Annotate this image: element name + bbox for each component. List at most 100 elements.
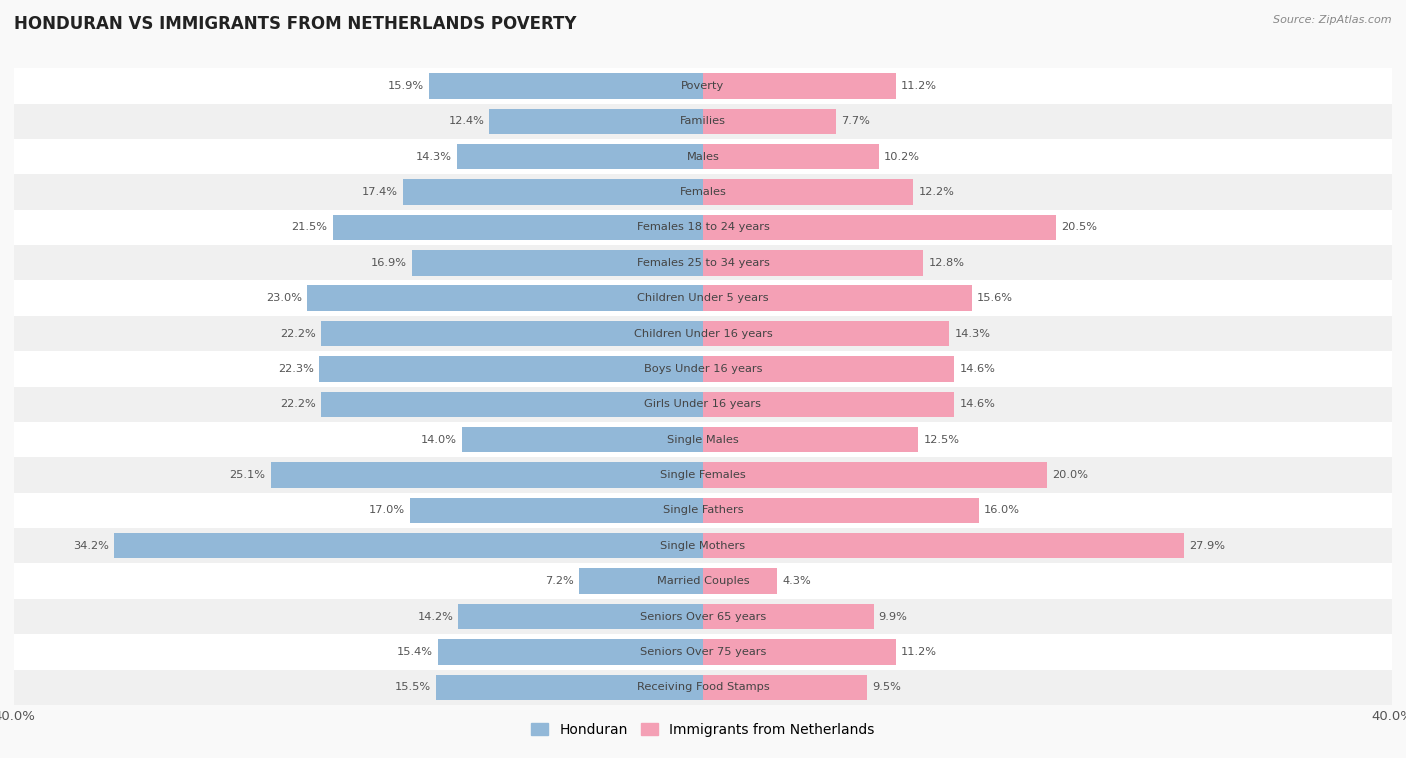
Text: 25.1%: 25.1% bbox=[229, 470, 266, 480]
Bar bbox=[14, 457, 1392, 493]
Text: Seniors Over 65 years: Seniors Over 65 years bbox=[640, 612, 766, 622]
Text: 14.6%: 14.6% bbox=[960, 399, 995, 409]
Text: 22.3%: 22.3% bbox=[278, 364, 314, 374]
Text: 27.9%: 27.9% bbox=[1188, 540, 1225, 551]
Text: 22.2%: 22.2% bbox=[280, 328, 315, 339]
Bar bbox=[703, 321, 949, 346]
Text: 12.4%: 12.4% bbox=[449, 116, 484, 127]
Bar bbox=[458, 604, 703, 629]
Bar bbox=[703, 250, 924, 275]
Bar bbox=[114, 533, 703, 559]
Bar bbox=[14, 563, 1392, 599]
Text: 15.5%: 15.5% bbox=[395, 682, 430, 692]
Bar bbox=[703, 533, 1184, 559]
Bar bbox=[461, 427, 703, 453]
Bar bbox=[319, 356, 703, 381]
Text: HONDURAN VS IMMIGRANTS FROM NETHERLANDS POVERTY: HONDURAN VS IMMIGRANTS FROM NETHERLANDS … bbox=[14, 15, 576, 33]
Text: Boys Under 16 years: Boys Under 16 years bbox=[644, 364, 762, 374]
Bar bbox=[703, 286, 972, 311]
Bar bbox=[14, 210, 1392, 245]
Bar bbox=[429, 74, 703, 99]
Bar bbox=[411, 498, 703, 523]
Text: Families: Families bbox=[681, 116, 725, 127]
Text: 11.2%: 11.2% bbox=[901, 647, 936, 657]
Bar bbox=[703, 675, 866, 700]
Text: Children Under 16 years: Children Under 16 years bbox=[634, 328, 772, 339]
Text: 9.5%: 9.5% bbox=[872, 682, 901, 692]
Text: 11.2%: 11.2% bbox=[901, 81, 936, 91]
Bar bbox=[703, 74, 896, 99]
Bar bbox=[703, 144, 879, 169]
Text: Single Mothers: Single Mothers bbox=[661, 540, 745, 551]
Bar bbox=[457, 144, 703, 169]
Bar bbox=[703, 392, 955, 417]
Text: 9.9%: 9.9% bbox=[879, 612, 907, 622]
Bar bbox=[307, 286, 703, 311]
Text: 12.2%: 12.2% bbox=[918, 187, 955, 197]
Text: Males: Males bbox=[686, 152, 720, 161]
Bar bbox=[14, 422, 1392, 457]
Bar bbox=[489, 108, 703, 134]
Bar bbox=[437, 639, 703, 665]
Text: Females 25 to 34 years: Females 25 to 34 years bbox=[637, 258, 769, 268]
Text: 16.9%: 16.9% bbox=[371, 258, 406, 268]
Bar bbox=[703, 462, 1047, 487]
Text: 16.0%: 16.0% bbox=[984, 506, 1019, 515]
Text: 7.2%: 7.2% bbox=[546, 576, 574, 586]
Text: 17.4%: 17.4% bbox=[363, 187, 398, 197]
Text: 12.8%: 12.8% bbox=[928, 258, 965, 268]
Text: 10.2%: 10.2% bbox=[884, 152, 920, 161]
Bar bbox=[404, 180, 703, 205]
Bar bbox=[321, 392, 703, 417]
Text: 15.4%: 15.4% bbox=[396, 647, 433, 657]
Legend: Honduran, Immigrants from Netherlands: Honduran, Immigrants from Netherlands bbox=[526, 718, 880, 743]
Text: 14.3%: 14.3% bbox=[955, 328, 990, 339]
Text: Children Under 5 years: Children Under 5 years bbox=[637, 293, 769, 303]
Bar bbox=[14, 104, 1392, 139]
Bar bbox=[703, 215, 1056, 240]
Bar bbox=[412, 250, 703, 275]
Text: Poverty: Poverty bbox=[682, 81, 724, 91]
Bar bbox=[14, 669, 1392, 705]
Bar bbox=[333, 215, 703, 240]
Text: 22.2%: 22.2% bbox=[280, 399, 315, 409]
Text: Married Couples: Married Couples bbox=[657, 576, 749, 586]
Bar bbox=[703, 604, 873, 629]
Text: Single Fathers: Single Fathers bbox=[662, 506, 744, 515]
Text: 23.0%: 23.0% bbox=[266, 293, 302, 303]
Bar bbox=[14, 493, 1392, 528]
Text: 15.6%: 15.6% bbox=[977, 293, 1012, 303]
Bar bbox=[703, 180, 912, 205]
Bar bbox=[14, 316, 1392, 351]
Bar bbox=[14, 387, 1392, 422]
Text: 14.0%: 14.0% bbox=[420, 434, 457, 445]
Text: 14.6%: 14.6% bbox=[960, 364, 995, 374]
Text: 14.2%: 14.2% bbox=[418, 612, 453, 622]
Text: Seniors Over 75 years: Seniors Over 75 years bbox=[640, 647, 766, 657]
Bar bbox=[14, 139, 1392, 174]
Bar bbox=[14, 68, 1392, 104]
Text: Single Males: Single Males bbox=[666, 434, 740, 445]
Text: 34.2%: 34.2% bbox=[73, 540, 108, 551]
Bar bbox=[14, 245, 1392, 280]
Text: 20.0%: 20.0% bbox=[1053, 470, 1088, 480]
Bar bbox=[14, 351, 1392, 387]
Bar bbox=[271, 462, 703, 487]
Bar bbox=[703, 356, 955, 381]
Text: 12.5%: 12.5% bbox=[924, 434, 959, 445]
Text: Source: ZipAtlas.com: Source: ZipAtlas.com bbox=[1274, 15, 1392, 25]
Bar bbox=[703, 498, 979, 523]
Bar bbox=[579, 568, 703, 594]
Bar bbox=[14, 634, 1392, 669]
Text: 14.3%: 14.3% bbox=[416, 152, 451, 161]
Bar bbox=[703, 568, 778, 594]
Text: 17.0%: 17.0% bbox=[368, 506, 405, 515]
Text: Girls Under 16 years: Girls Under 16 years bbox=[644, 399, 762, 409]
Text: Single Females: Single Females bbox=[661, 470, 745, 480]
Text: Receiving Food Stamps: Receiving Food Stamps bbox=[637, 682, 769, 692]
Bar bbox=[703, 108, 835, 134]
Bar bbox=[321, 321, 703, 346]
Bar bbox=[14, 174, 1392, 210]
Bar bbox=[703, 639, 896, 665]
Bar bbox=[14, 599, 1392, 634]
